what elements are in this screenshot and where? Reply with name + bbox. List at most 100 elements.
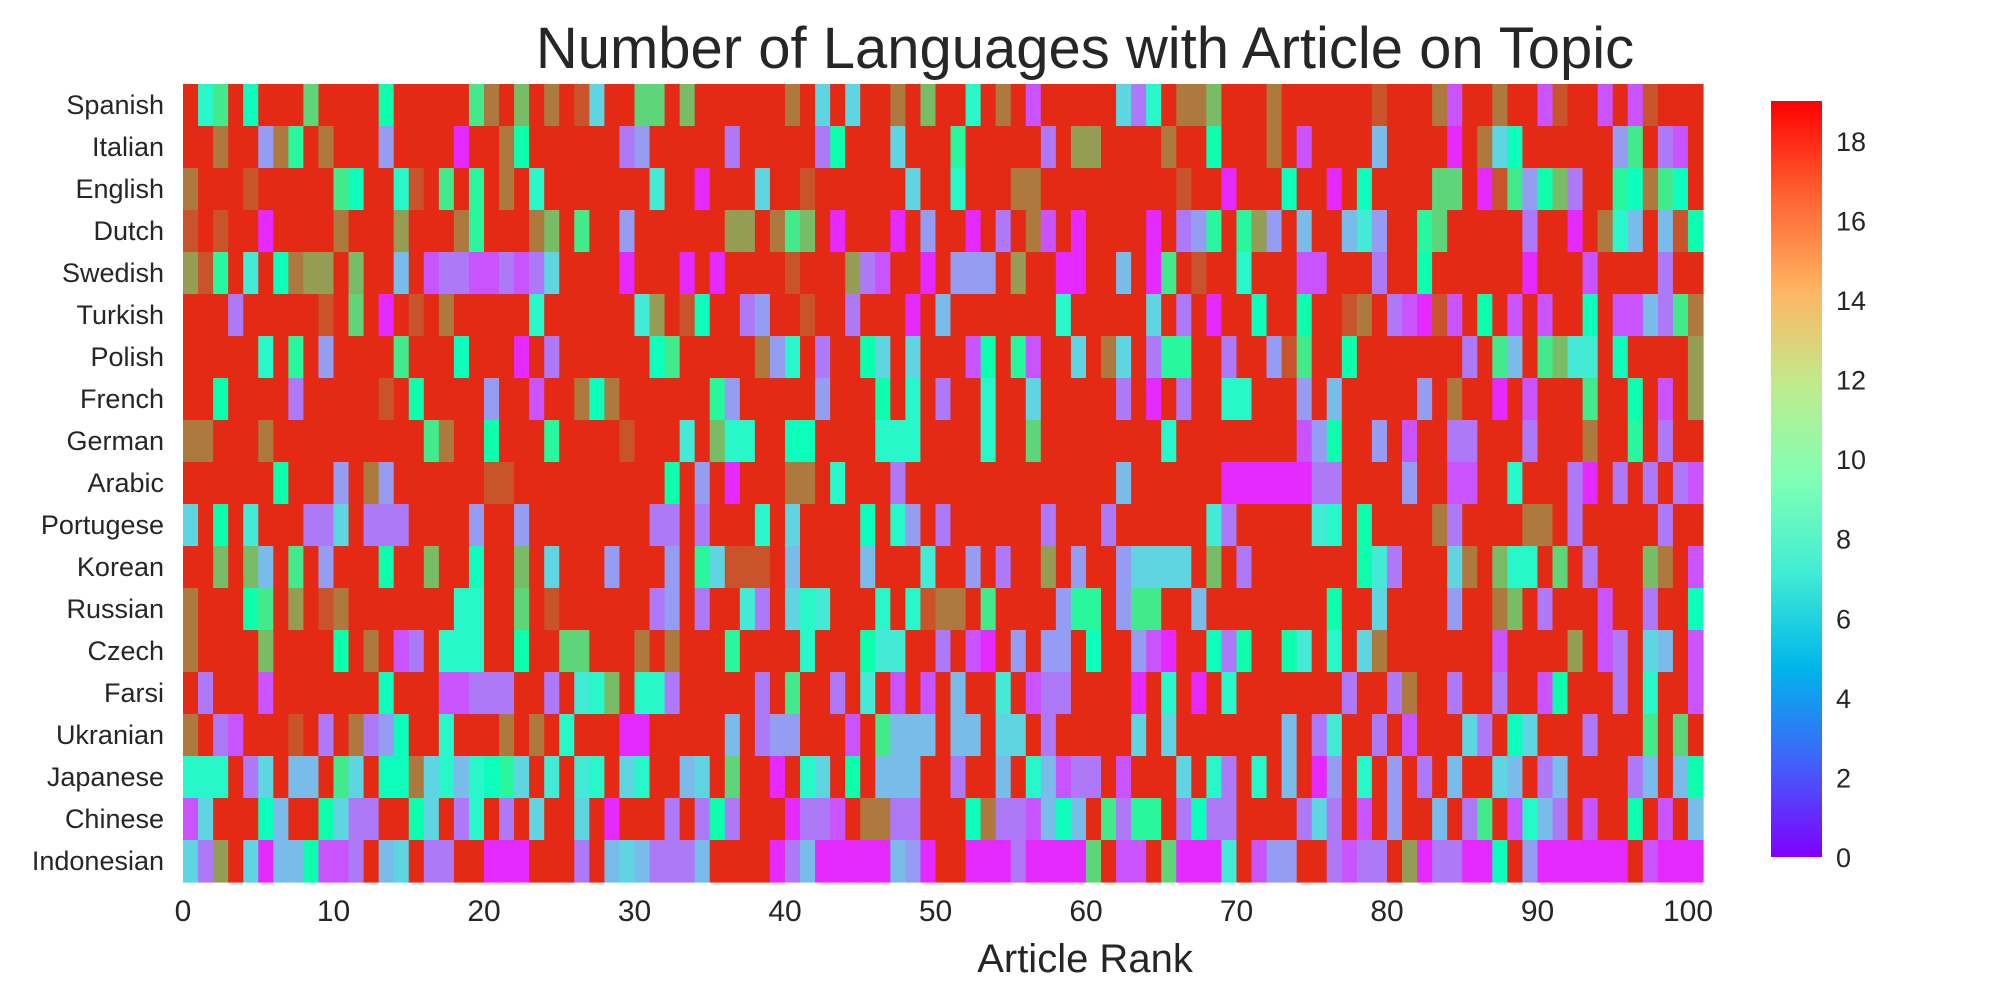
heatmap-cell — [228, 336, 244, 379]
heatmap-cell — [1101, 294, 1117, 337]
heatmap-cell — [1552, 168, 1569, 211]
heatmap-cell — [1131, 294, 1147, 337]
heatmap-cell — [1221, 252, 1238, 295]
heatmap-cell — [920, 714, 937, 757]
heatmap-cell — [1070, 588, 1087, 631]
heatmap-cell — [950, 462, 967, 505]
heatmap-cell — [574, 798, 590, 841]
heatmap-cell — [1597, 714, 1614, 757]
heatmap-cell — [183, 504, 199, 547]
heatmap-cell — [1311, 504, 1328, 547]
heatmap-cell — [1627, 588, 1644, 631]
heatmap-cell — [1221, 420, 1238, 463]
heatmap-cell — [995, 714, 1012, 757]
heatmap-cell — [1447, 714, 1463, 757]
y-tick-label: Turkish — [76, 300, 164, 330]
heatmap-cell — [1672, 84, 1689, 127]
heatmap-cell — [183, 336, 199, 379]
heatmap-cell — [1055, 756, 1072, 799]
heatmap-cell — [228, 84, 244, 127]
heatmap-cell — [1131, 756, 1147, 799]
heatmap-cell — [1597, 840, 1614, 883]
heatmap-cell — [1507, 840, 1524, 883]
heatmap-cell — [1025, 462, 1042, 505]
heatmap-cell — [273, 420, 289, 463]
heatmap-cell — [1010, 294, 1027, 337]
heatmap-cell — [649, 630, 666, 673]
heatmap-cell — [544, 126, 560, 169]
heatmap-cell — [1657, 672, 1674, 715]
heatmap-cell — [453, 504, 470, 547]
heatmap-cell — [995, 630, 1012, 673]
heatmap-cell — [1191, 84, 1207, 127]
heatmap-cell — [1552, 252, 1569, 295]
heatmap-cell — [1597, 378, 1614, 421]
heatmap-cell — [875, 336, 891, 379]
heatmap-cell — [1296, 588, 1313, 631]
heatmap-cell — [815, 840, 831, 883]
heatmap-cell — [363, 798, 380, 841]
heatmap-cell — [1341, 714, 1358, 757]
heatmap-cell — [453, 462, 470, 505]
heatmap-cell — [1492, 840, 1508, 883]
heatmap-cell — [1612, 462, 1629, 505]
heatmap-cell — [1477, 630, 1493, 673]
heatmap-cell — [724, 462, 741, 505]
heatmap-cell — [815, 294, 831, 337]
heatmap-cell — [183, 546, 199, 589]
heatmap-cell — [1055, 378, 1072, 421]
heatmap-cell — [679, 84, 696, 127]
heatmap-cell — [890, 84, 906, 127]
heatmap-cell — [183, 420, 199, 463]
heatmap-cell — [1552, 504, 1569, 547]
heatmap-cell — [1417, 840, 1433, 883]
heatmap-cell — [980, 504, 997, 547]
heatmap-cell — [1477, 798, 1493, 841]
heatmap-cell — [619, 672, 636, 715]
heatmap-cell — [1371, 252, 1388, 295]
heatmap-cell — [1070, 798, 1087, 841]
heatmap-cell — [1040, 504, 1057, 547]
heatmap-cell — [1522, 210, 1539, 253]
heatmap-cell — [303, 714, 320, 757]
heatmap-cell — [333, 168, 350, 211]
heatmap-cell — [1055, 714, 1072, 757]
heatmap-cell — [1687, 630, 1704, 673]
heatmap-cell — [800, 588, 816, 631]
heatmap-cell — [1492, 462, 1508, 505]
heatmap-cell — [1612, 588, 1629, 631]
heatmap-cell — [905, 252, 922, 295]
heatmap-cell — [769, 504, 786, 547]
heatmap-cell — [845, 420, 861, 463]
heatmap-cell — [303, 252, 320, 295]
heatmap-cell — [995, 756, 1012, 799]
heatmap-cell — [1492, 378, 1508, 421]
heatmap-cell — [243, 126, 259, 169]
heatmap-cell — [800, 126, 816, 169]
heatmap-cell — [303, 336, 320, 379]
heatmap-cell — [318, 840, 335, 883]
heatmap-cell — [980, 714, 997, 757]
heatmap-cell — [619, 756, 636, 799]
heatmap-cell — [890, 462, 906, 505]
heatmap-cell — [258, 588, 274, 631]
heatmap-cell — [1597, 252, 1614, 295]
heatmap-cell — [634, 672, 651, 715]
heatmap-cell — [1356, 714, 1373, 757]
heatmap-cell — [198, 84, 214, 127]
heatmap-cell — [664, 756, 681, 799]
heatmap-cell — [213, 126, 229, 169]
heatmap-cell — [649, 84, 666, 127]
heatmap-cell — [1010, 504, 1027, 547]
heatmap-cell — [920, 294, 937, 337]
heatmap-cell — [453, 630, 470, 673]
heatmap-cell — [1627, 462, 1644, 505]
heatmap-cell — [258, 378, 274, 421]
heatmap-cell — [1537, 756, 1554, 799]
heatmap-cell — [1085, 126, 1102, 169]
heatmap-cell — [544, 252, 560, 295]
heatmap-cell — [1341, 798, 1358, 841]
heatmap-cell — [1582, 126, 1599, 169]
heatmap-cell — [1131, 336, 1147, 379]
heatmap-cell — [709, 294, 726, 337]
